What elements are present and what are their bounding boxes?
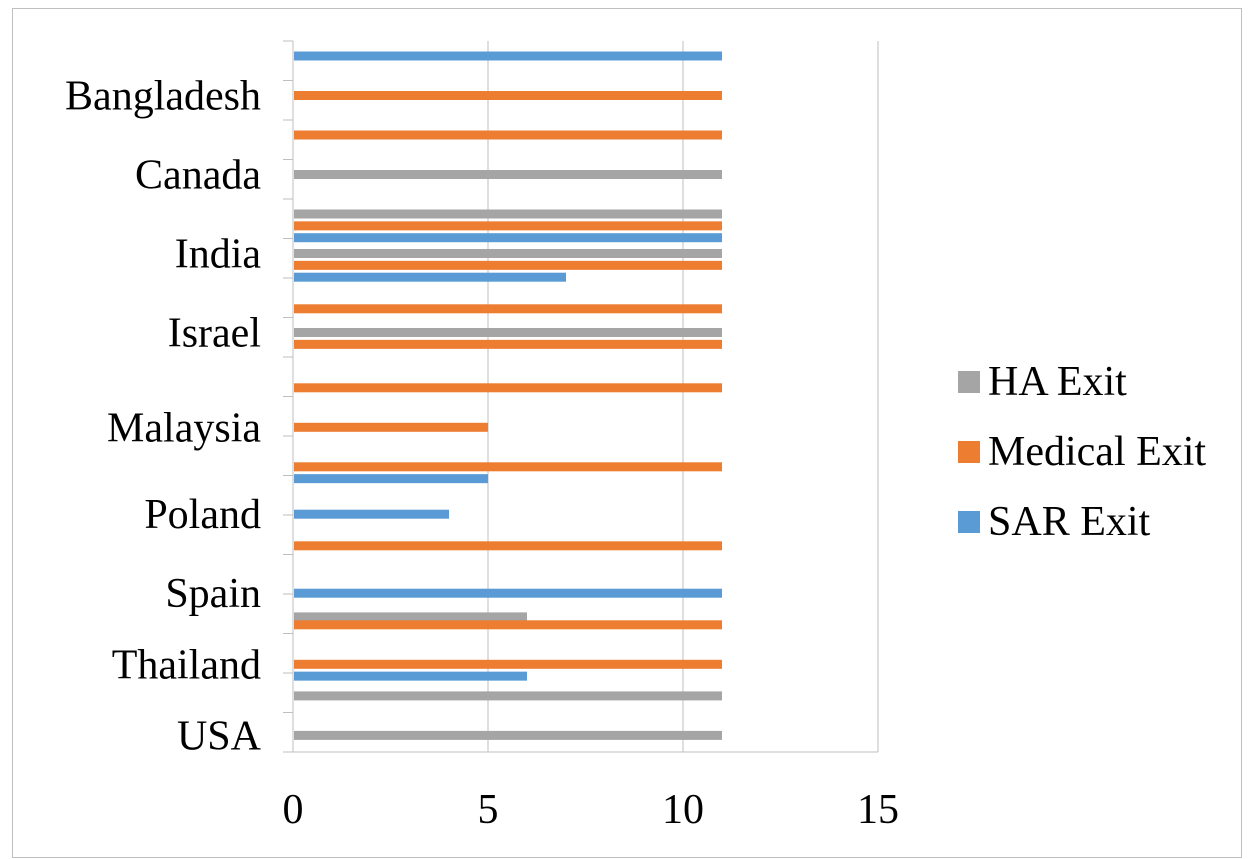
bar	[294, 588, 722, 598]
legend-swatch	[958, 511, 980, 533]
bar	[294, 304, 722, 314]
bar	[294, 272, 566, 282]
bar	[294, 249, 722, 258]
bar	[294, 671, 527, 681]
bar	[294, 328, 722, 337]
legend-item: HA Exit	[958, 347, 1206, 417]
bar	[294, 233, 722, 243]
legend-item: Medical Exit	[958, 417, 1206, 487]
category-label: Malaysia	[107, 405, 261, 451]
bar	[294, 130, 722, 140]
bar	[294, 509, 449, 519]
legend-label: HA Exit	[988, 359, 1127, 405]
bar	[294, 541, 722, 551]
category-label: Spain	[165, 571, 261, 617]
category-label: Thailand	[112, 642, 261, 688]
x-tick-label: 15	[857, 787, 899, 833]
legend: HA Exit Medical Exit SAR Exit	[958, 347, 1206, 557]
bar	[294, 51, 722, 61]
bar	[294, 91, 722, 100]
bar	[294, 209, 722, 219]
category-label: Canada	[135, 153, 261, 199]
legend-item: SAR Exit	[958, 487, 1206, 557]
legend-label: Medical Exit	[988, 429, 1207, 475]
x-tick-label: 0	[283, 787, 304, 833]
bar	[294, 612, 527, 622]
legend-swatch	[958, 441, 980, 463]
bar	[294, 221, 722, 231]
x-tick-label: 10	[662, 787, 704, 833]
category-label: Israel	[168, 311, 261, 357]
legend-label: SAR Exit	[988, 499, 1151, 545]
bar	[294, 691, 722, 701]
category-label: USA	[177, 713, 262, 759]
x-tick-label: 5	[478, 787, 499, 833]
legend-swatch	[958, 371, 980, 393]
bar	[294, 730, 722, 740]
bar	[294, 170, 722, 179]
bar	[294, 260, 722, 270]
category-label: India	[175, 232, 262, 278]
bar	[294, 383, 722, 393]
bar	[294, 474, 488, 484]
bar	[294, 659, 722, 669]
bar	[294, 422, 488, 432]
bar-chart: Bangladesh Canada India Israel Malaysia Polan…	[65, 40, 899, 833]
bar	[294, 462, 722, 472]
bar	[294, 620, 722, 630]
bar	[294, 339, 722, 349]
category-label: Bangladesh	[65, 74, 261, 120]
category-label: Poland	[144, 492, 261, 538]
chart-frame: Bangladesh Canada India Israel Malaysia Polan…	[12, 8, 1242, 858]
